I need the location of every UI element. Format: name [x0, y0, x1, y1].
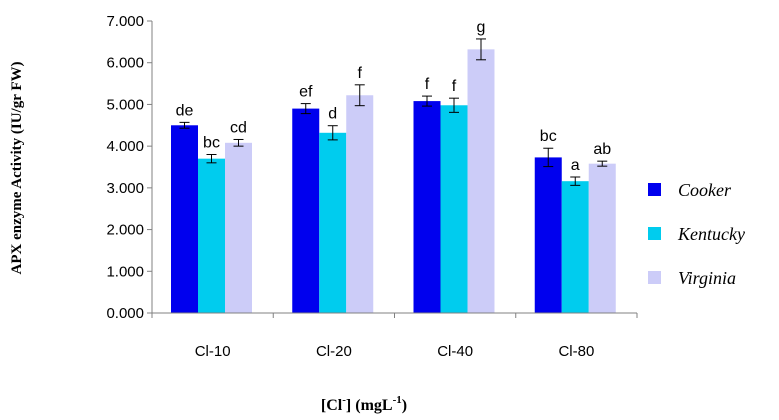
bar	[440, 105, 468, 314]
y-axis: 0.000 1.000 2.000 3.000 4.000 5.000 6.000 7.000	[106, 13, 153, 322]
x-axis-label-part: ] (mgL	[346, 397, 393, 414]
data-label: bc	[540, 128, 557, 145]
data-label: f	[425, 76, 430, 93]
x-axis-label-superscript: -1	[393, 394, 402, 406]
data-label: ef	[299, 84, 313, 101]
y-axis-label: APX enzyme Activity (IU/gr FW)	[9, 61, 25, 274]
y-tick-label: 0.000	[106, 305, 144, 322]
legend-swatch	[648, 227, 661, 240]
bar	[198, 158, 225, 313]
legend: Cooker Kentucky Virginia	[648, 180, 745, 288]
data-label: bc	[203, 134, 220, 151]
x-axis-label-part: [Cl	[321, 397, 343, 414]
y-tick-label: 1.000	[106, 263, 144, 280]
data-label: a	[571, 157, 580, 174]
bar	[225, 142, 252, 313]
data-label: g	[477, 19, 486, 36]
x-tick-label: Cl-10	[195, 343, 231, 360]
legend-swatch	[648, 183, 661, 196]
legend-swatch	[648, 271, 661, 284]
y-tick-label: 6.000	[106, 55, 144, 72]
x-tick-label: Cl-80	[558, 343, 594, 360]
y-tick-label: 4.000	[106, 138, 144, 155]
data-label: de	[176, 102, 194, 119]
bar	[534, 157, 562, 313]
bar	[292, 108, 320, 313]
y-tick-label: 7.000	[106, 13, 144, 30]
x-tick-label: Cl-40	[437, 343, 473, 360]
x-axis-label-superscript: -	[342, 394, 346, 406]
bar	[319, 132, 347, 313]
bar	[346, 95, 374, 313]
x-axis-label: [Cl-] (mgL-1)	[321, 394, 407, 414]
x-axis-label-part: )	[402, 397, 407, 414]
y-tick-label: 5.000	[106, 96, 144, 113]
data-label: d	[328, 106, 337, 123]
legend-label: Virginia	[678, 268, 736, 288]
x-axis: Cl-10 Cl-20 Cl-40 Cl-80	[151, 312, 638, 360]
bar	[467, 49, 495, 313]
data-label: ab	[593, 141, 611, 158]
bars: de ef f bc bc d f a cd f g ab	[171, 19, 616, 314]
x-tick-label: Cl-20	[316, 343, 352, 360]
legend-label: Kentucky	[677, 224, 745, 244]
y-tick-label: 3.000	[106, 180, 144, 197]
y-tick-label: 2.000	[106, 222, 144, 239]
data-label: f	[358, 65, 363, 82]
legend-label: Cooker	[678, 180, 732, 200]
data-label: cd	[230, 119, 247, 136]
bar	[413, 101, 441, 313]
bar	[588, 163, 616, 313]
data-label: f	[452, 78, 457, 95]
bar	[171, 125, 198, 314]
bar	[561, 181, 589, 313]
